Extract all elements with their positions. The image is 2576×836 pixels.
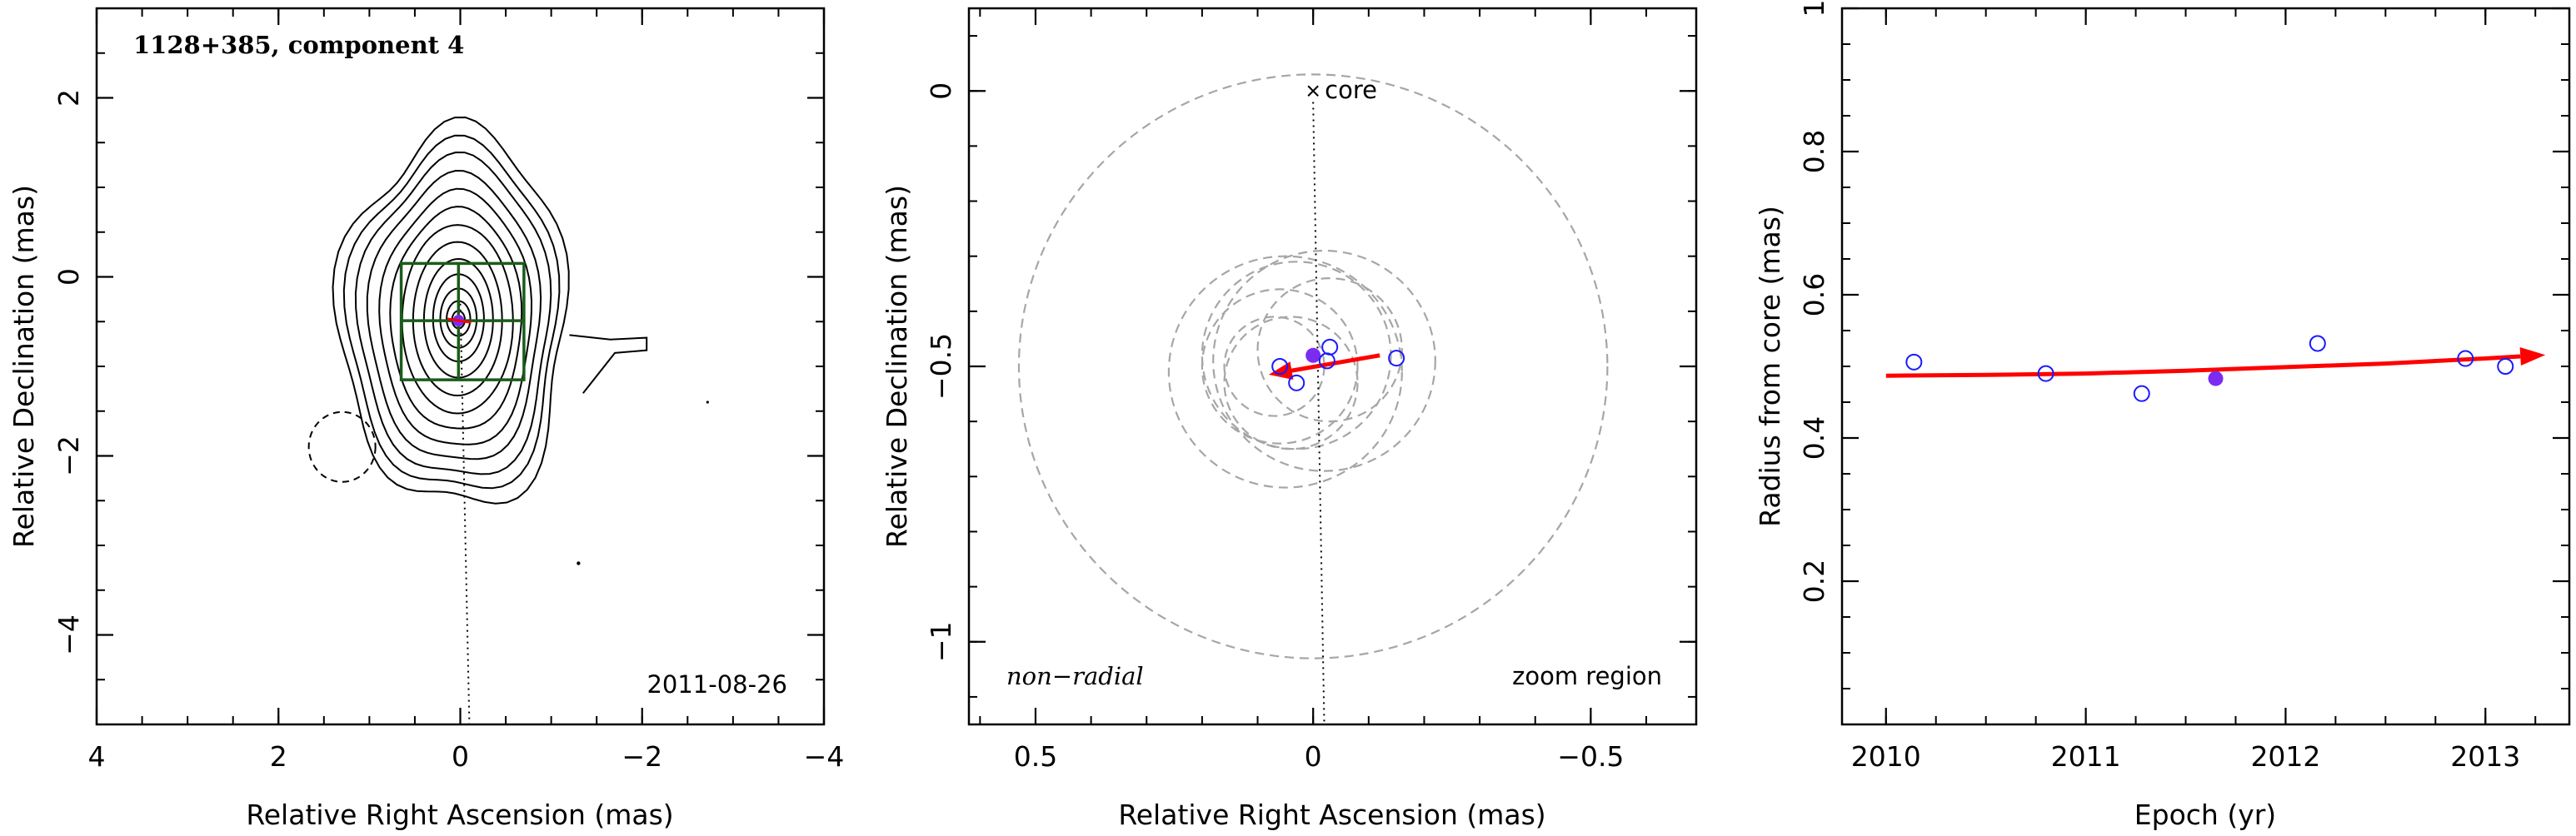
- core-direction-line: [1312, 102, 1325, 724]
- data-point-open: [1905, 353, 1923, 371]
- y-tick-label: 0: [925, 82, 957, 100]
- panel-contour-map: 4 2 0 −2 −4 2 0 −2 −4 1128+385, component 4 201…: [7, 7, 845, 831]
- data-point-open: [2309, 335, 2326, 352]
- x-axis-label: Relative Right Ascension (mas): [246, 799, 673, 831]
- position-error-circle: [1212, 249, 1436, 472]
- tick-marks: [969, 8, 1696, 724]
- negative-contour: [307, 411, 377, 483]
- x-tick-label: 2013: [2450, 740, 2520, 773]
- y-tick-label: 0.8: [1798, 130, 1830, 173]
- radius-plot-area: [1885, 335, 2546, 402]
- x-axis-label: Epoch (yr): [2134, 799, 2276, 831]
- x-tick-labels: 0.5 0 −0.5: [1014, 740, 1625, 773]
- data-point-open: [2037, 365, 2054, 382]
- position-error-circle: [1223, 316, 1359, 450]
- position-error-circle: [1201, 261, 1392, 450]
- x-tick-labels: 2010 2011 2012 2013: [1851, 740, 2520, 773]
- panel-radius-vs-epoch: 2010 2011 2012 2013 0.2 0.4 0.6 0.8 1 Epoch (yr…: [1754, 0, 2571, 831]
- data-point-open: [2497, 358, 2514, 375]
- x-tick-label: 0.5: [1014, 740, 1057, 773]
- contour-level: [446, 300, 472, 337]
- panel-zoom-region: 0.5 0 −0.5 0 −0.5 −1 core non−radial zoom re…: [881, 7, 1698, 831]
- y-tick-labels: 0.2 0.4 0.6 0.8 1: [1798, 0, 1830, 603]
- plot-frame: [1840, 7, 2571, 726]
- data-point-open: [1288, 374, 1305, 391]
- y-tick-label: 0.6: [1798, 273, 1830, 316]
- contour-level: [432, 273, 485, 363]
- fit-arrow-head: [2519, 347, 2546, 366]
- x-tick-label: 2010: [1851, 740, 1921, 773]
- data-point-open: [1388, 350, 1405, 367]
- x-tick-label: 2: [270, 740, 287, 773]
- zoom-plot-area: [1017, 73, 1609, 724]
- position-error-circle: [1256, 277, 1403, 423]
- y-axis-label: Radius from core (mas): [1754, 206, 1786, 527]
- data-point-open: [1271, 358, 1289, 375]
- motion-arrow-shaft: [1281, 353, 1380, 375]
- y-tick-labels: 0 −0.5 −1: [925, 82, 957, 662]
- y-tick-label: 0.4: [1798, 416, 1830, 460]
- x-tick-label: −0.5: [1557, 740, 1624, 773]
- contour-level: [389, 206, 523, 430]
- epoch-date-label: 2011-08-26: [646, 670, 787, 699]
- x-tick-label: −4: [804, 740, 845, 773]
- contour-level: [378, 187, 533, 445]
- y-tick-labels: 2 0 −2 −4: [52, 89, 85, 655]
- data-point-filled: [2208, 371, 2224, 386]
- x-tick-labels: 4 2 0 −2 −4: [88, 740, 845, 773]
- core-label: core: [1325, 76, 1377, 104]
- y-tick-label: 2: [52, 89, 85, 107]
- y-tick-label: −1: [925, 621, 957, 662]
- contour-level: [354, 151, 552, 475]
- x-tick-label: 0: [452, 740, 469, 773]
- core-direction-line: [459, 303, 471, 724]
- position-error-circle: [1167, 255, 1403, 489]
- y-tick-label: 0.2: [1798, 560, 1830, 603]
- motion-arrow: [447, 317, 472, 324]
- contour-speck: [577, 561, 581, 565]
- fit-curve: [1885, 354, 2521, 378]
- tick-marks: [1842, 7, 2569, 725]
- contour-tail: [569, 334, 648, 394]
- contour-level: [332, 116, 570, 505]
- data-point-open: [1321, 338, 1339, 356]
- y-tick-label: −2: [52, 435, 85, 476]
- plot-frame: [95, 7, 826, 726]
- contour-level: [439, 287, 478, 349]
- contour-level: [366, 169, 542, 460]
- data-point-open: [2133, 385, 2150, 402]
- contour-speck: [706, 401, 709, 404]
- y-tick-label: −4: [52, 615, 85, 655]
- x-axis-label: Relative Right Ascension (mas): [1118, 799, 1545, 831]
- tick-marks: [95, 7, 826, 725]
- contour-level: [342, 134, 561, 490]
- motion-type-label: non−radial: [1006, 662, 1144, 690]
- core-marker: [1307, 85, 1319, 97]
- zoom-region-label: zoom region: [1512, 662, 1662, 690]
- y-axis-label: Relative Declination (mas): [881, 185, 913, 548]
- y-tick-label: 0: [52, 268, 85, 286]
- position-error-circle: [1017, 73, 1609, 659]
- x-tick-label: 0: [1305, 740, 1322, 773]
- x-tick-label: 4: [88, 740, 106, 773]
- y-axis-label: Relative Declination (mas): [7, 185, 40, 548]
- x-tick-label: −2: [622, 740, 662, 773]
- y-tick-label: 1: [1798, 0, 1830, 17]
- x-tick-label: 2011: [2051, 740, 2121, 773]
- y-tick-label: −0.5: [925, 333, 957, 400]
- data-point-filled: [1305, 347, 1321, 363]
- x-tick-label: 2012: [2250, 740, 2320, 773]
- panel-title: 1128+385, component 4: [133, 31, 464, 59]
- position-error-circle: [1201, 288, 1359, 445]
- data-point-open: [2457, 350, 2474, 367]
- contour-plot-area: [307, 116, 709, 724]
